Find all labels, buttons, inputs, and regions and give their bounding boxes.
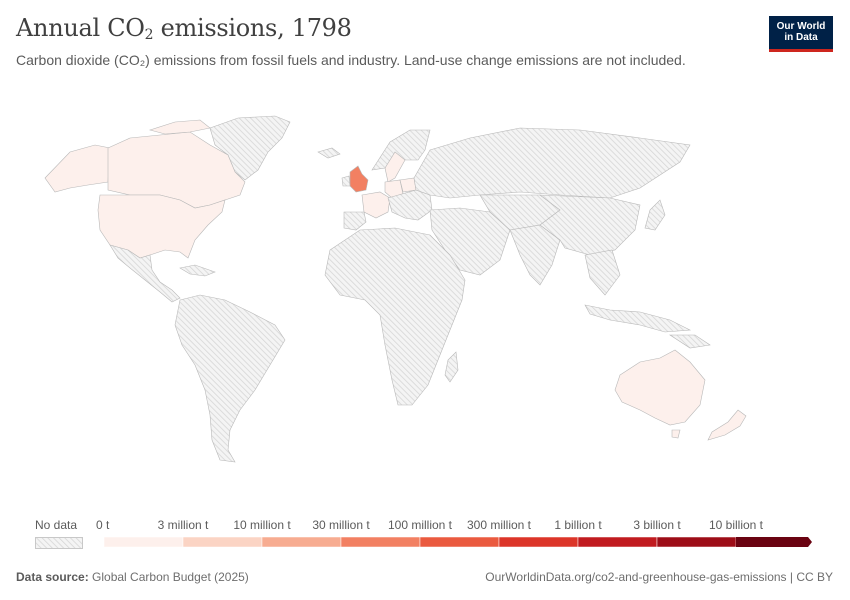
country-madagascar[interactable] <box>444 351 459 383</box>
legend-bin-3[interactable] <box>340 536 421 548</box>
legend-tick-label: 30 million t <box>312 518 370 532</box>
footer-source-label: Data source: <box>16 570 89 584</box>
country-usa-alaska[interactable] <box>44 144 111 193</box>
country-spain[interactable] <box>343 211 367 231</box>
legend-bin-6[interactable] <box>577 536 658 548</box>
chart-title: Annual CO2 emissions, 1798 <box>16 14 352 43</box>
legend-tick-label: 1 billion t <box>554 518 602 532</box>
legend-tick-label: 10 million t <box>233 518 291 532</box>
country-united-kingdom[interactable] <box>349 165 369 193</box>
country-new-zealand[interactable] <box>707 409 747 441</box>
legend-tick-label: 100 million t <box>387 518 453 532</box>
legend-tick-label: 0 t <box>96 518 110 532</box>
footer-source-value: Global Carbon Budget (2025) <box>88 570 249 584</box>
legend-tick-label: 3 billion t <box>633 518 681 532</box>
region-indonesia[interactable] <box>584 304 692 333</box>
country-mexico[interactable] <box>109 244 181 303</box>
legend-tick-label: 300 million t <box>466 518 532 532</box>
legend-no-data-swatch <box>35 537 83 549</box>
legend-bin-4[interactable] <box>419 536 500 548</box>
region-norway-finland[interactable] <box>371 129 431 171</box>
footer-source: Data source: Global Carbon Budget (2025) <box>16 570 249 584</box>
country-ireland[interactable] <box>341 175 351 187</box>
country-australia-tasmania[interactable] <box>671 429 681 439</box>
logo-line-2: in Data <box>784 32 818 43</box>
country-greenland[interactable] <box>209 115 291 181</box>
country-poland[interactable] <box>399 177 417 193</box>
region-middle-east[interactable] <box>429 207 511 276</box>
country-japan[interactable] <box>644 199 666 231</box>
region-south-america[interactable] <box>174 294 286 463</box>
legend-bin-7[interactable] <box>656 536 737 548</box>
chart-subtitle: Carbon dioxide (CO₂) emissions from foss… <box>16 52 686 68</box>
country-canada-islands[interactable] <box>148 119 211 135</box>
legend-tick-label: 10 billion t <box>708 518 764 532</box>
legend-bin-0[interactable] <box>103 536 184 548</box>
legend-bin-8[interactable] <box>736 537 812 547</box>
country-australia[interactable] <box>614 349 706 426</box>
legend-bin-1[interactable] <box>182 536 263 548</box>
region-southeast-asia[interactable] <box>584 249 621 296</box>
legend-tick-label: 3 million t <box>157 518 209 532</box>
world-map[interactable] <box>0 100 850 500</box>
country-iceland[interactable] <box>317 147 341 159</box>
region-caribbean[interactable] <box>179 264 216 277</box>
footer-url[interactable]: OurWorldinData.org/co2-and-greenhouse-ga… <box>485 570 833 584</box>
country-papua-new-guinea[interactable] <box>668 334 711 349</box>
legend-bin-5[interactable] <box>498 536 579 548</box>
owid-logo[interactable]: Our World in Data <box>769 16 833 52</box>
legend-no-data-label: No data <box>35 518 78 532</box>
legend-bin-2[interactable] <box>261 536 342 548</box>
region-africa[interactable] <box>324 227 466 406</box>
logo-line-1: Our World <box>776 21 826 32</box>
country-france[interactable] <box>361 191 391 219</box>
country-russia[interactable] <box>413 127 691 199</box>
legend-color-bar <box>103 536 812 548</box>
